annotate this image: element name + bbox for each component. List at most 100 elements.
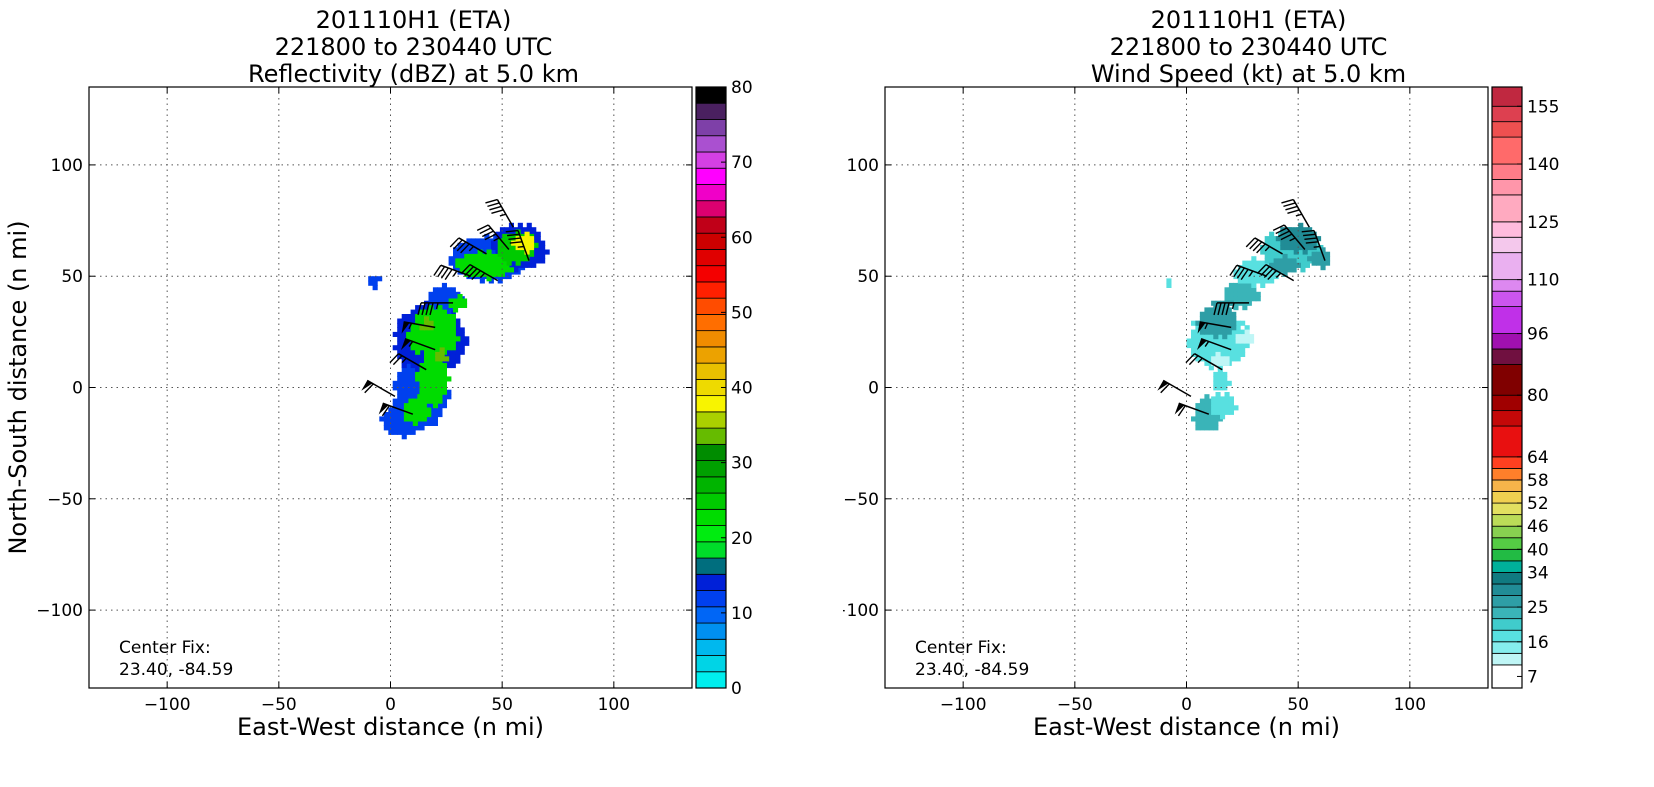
colorbar-segment [1491,410,1523,427]
data-cell [428,331,434,337]
data-cell [424,325,430,331]
colorbar-segment [1491,572,1523,585]
data-cell [419,380,425,386]
data-cell [1278,258,1284,264]
colorbar-tick-label: 58 [1527,471,1549,491]
data-cell [524,236,530,242]
data-cell [495,271,501,277]
wind-barbs [1157,198,1326,417]
data-cell [397,403,403,409]
wind-barb-shaft [366,379,396,398]
wind-barb-feather [484,233,497,241]
data-cell [1211,356,1217,362]
data-cell [1199,416,1205,422]
data-cell [432,331,438,337]
wind-barb-shaft [404,338,436,351]
data-cell [1295,253,1301,259]
data-cell [415,358,421,364]
data-cell [497,238,503,244]
data-cell [406,336,412,342]
data-cell [484,233,490,239]
data-cell [1269,262,1275,268]
data-cell [441,291,447,297]
data-cell [410,425,416,431]
wind-barb [389,353,427,371]
data-cell [1240,334,1246,340]
data-cell [1191,329,1197,335]
data-cell [473,253,479,259]
wind-barb-flag [400,338,411,350]
data-cell [446,340,452,346]
data-cell [1260,282,1266,288]
data-cell [1298,231,1304,237]
data-cell [1269,249,1275,255]
data-cell [1213,343,1219,349]
data-cell [1251,287,1257,293]
data-cell [1166,282,1172,288]
data-cell [441,314,447,320]
echo-region [1307,247,1331,271]
colorbar-segment [695,573,727,591]
data-cell [1191,343,1197,349]
x-tick-label: 0 [1181,695,1192,715]
colorbar-segment [695,443,727,461]
data-cell [388,429,394,435]
data-cell [410,345,416,351]
data-cell [417,416,423,422]
grid [89,87,692,688]
data-cell [424,385,430,391]
data-cell [417,398,423,404]
data-cell [459,262,465,268]
data-cell [506,242,512,248]
wind-barb-half-feather [435,302,439,310]
data-cell [533,242,539,248]
data-cell [450,336,456,342]
data-cell [419,376,425,382]
data-cell [455,336,461,342]
data-cell [424,336,430,342]
data-cell [401,380,407,386]
data-cell [520,251,526,257]
data-cell [401,363,407,369]
wind-barb-feather [487,202,500,208]
data-cell [491,240,497,246]
data-cell [466,242,472,248]
data-cell [1278,267,1284,273]
data-cell [526,227,532,233]
wind-barb-shaft [398,353,427,371]
center-fix-label: Center Fix: [119,638,211,658]
data-cell [1264,274,1270,280]
data-cell [459,340,465,346]
data-cell [446,394,452,400]
colorbar-tick-label: 46 [1527,517,1549,537]
data-cell [466,238,472,244]
data-cell [432,287,438,293]
data-cell [529,240,535,246]
data-cell [1246,278,1252,284]
data-cell [486,262,492,268]
center-fix-label: Center Fix: [915,638,1007,658]
data-cell [1204,343,1210,349]
data-cell [486,271,492,277]
data-cell [484,238,490,244]
colorbar-segment [695,167,727,185]
data-cell [535,236,541,242]
data-cell [486,276,492,282]
echo-region [1195,302,1237,340]
data-cell [1233,274,1239,280]
wind-barb-shaft [517,230,530,261]
y-tick-label: 50 [61,267,83,287]
data-cell [432,340,438,346]
data-cell [1246,260,1252,266]
echo-region [1211,392,1239,420]
wind-barb-feather [429,302,434,316]
wind-barb-feather [1305,241,1319,244]
data-cell [1226,351,1232,357]
wind-barb-feather [491,209,504,214]
data-cell [1293,249,1299,255]
data-cell [470,242,476,248]
data-cell [410,376,416,382]
wind-barb-shaft [458,237,487,255]
wind-barbs [361,198,530,417]
data-cell [1244,334,1250,340]
